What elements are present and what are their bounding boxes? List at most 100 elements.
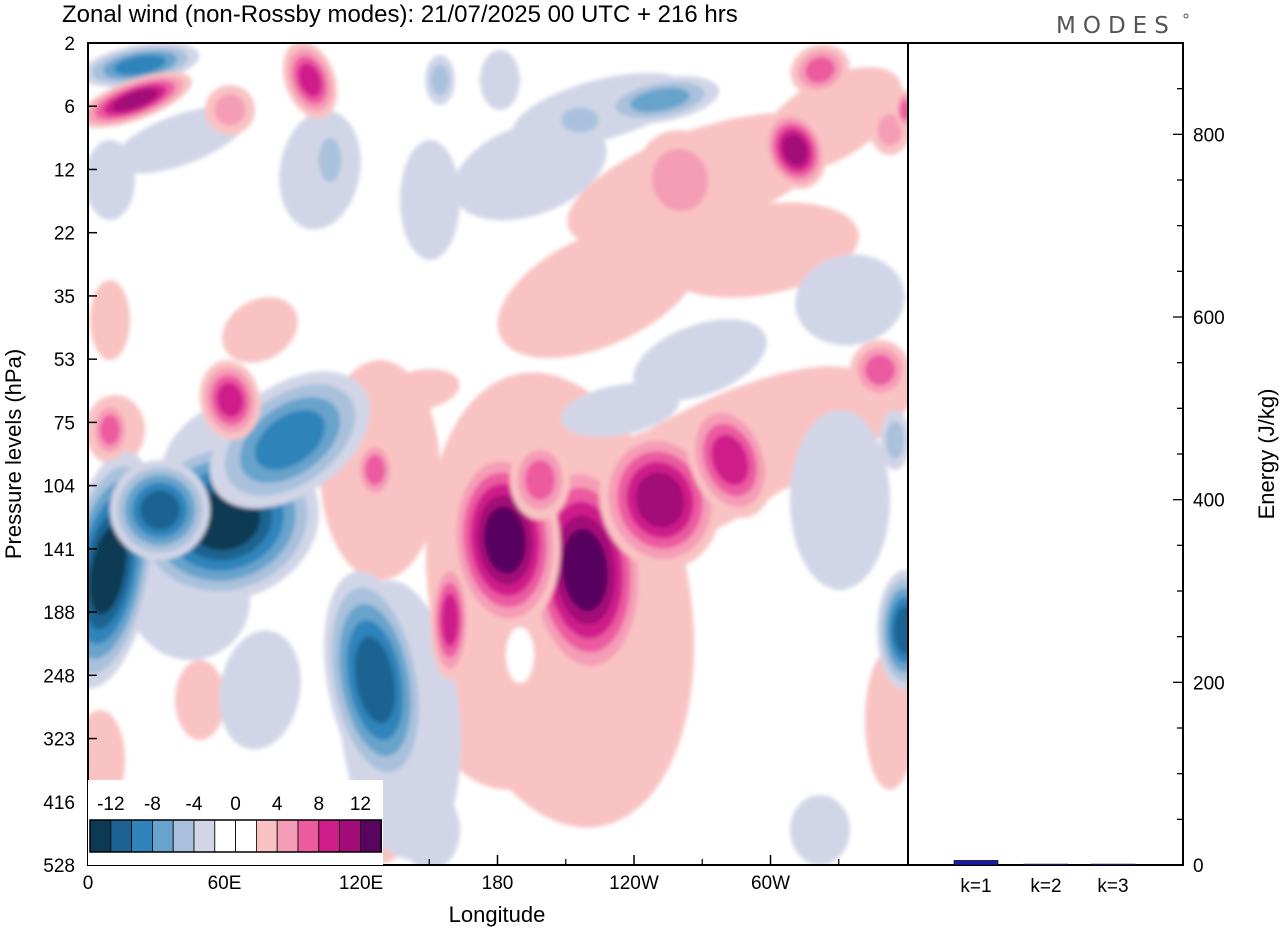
y-tick-label: 141 bbox=[43, 540, 75, 561]
x-axis: 0 60E 120E 180 120W 60W bbox=[83, 855, 840, 894]
contour-region bbox=[893, 606, 908, 654]
colorbar: -12 -8 -4 0 4 8 12 bbox=[88, 780, 383, 865]
contour-region bbox=[441, 593, 459, 647]
colorbar-cell bbox=[235, 819, 257, 853]
contour-region bbox=[219, 630, 301, 750]
colorbar-cell bbox=[110, 819, 133, 853]
heatmap-field bbox=[88, 43, 908, 865]
contour-region bbox=[318, 138, 342, 182]
x-tick-label: 0 bbox=[83, 873, 94, 894]
contour-region bbox=[400, 790, 460, 865]
contour-region bbox=[365, 455, 385, 485]
x-tick-label: 120W bbox=[609, 873, 659, 894]
energy-tick-label: 600 bbox=[1193, 308, 1225, 329]
contour-region bbox=[877, 114, 903, 146]
contour-region bbox=[630, 87, 690, 113]
contour-region bbox=[480, 50, 520, 110]
colorbar-label: -8 bbox=[144, 794, 161, 815]
colorbar-label: -4 bbox=[186, 794, 203, 815]
contour-region bbox=[140, 490, 180, 530]
colorbar-cell bbox=[151, 819, 174, 853]
contour-region bbox=[354, 636, 396, 724]
y-tick-label: 248 bbox=[43, 666, 75, 687]
contour-region bbox=[88, 140, 135, 220]
contour-region bbox=[114, 55, 166, 75]
y-tick-label: 104 bbox=[43, 477, 75, 498]
contour-region bbox=[254, 410, 326, 470]
colorbar-cell bbox=[297, 819, 320, 853]
energy-bar-label: k=3 bbox=[1097, 876, 1128, 897]
contour-region bbox=[865, 355, 895, 385]
energy-axis: 0 200 400 600 800 bbox=[1173, 42, 1225, 877]
contour-region bbox=[100, 415, 120, 445]
contour-region bbox=[430, 610, 590, 790]
contour-region bbox=[497, 221, 703, 359]
contour-region bbox=[790, 410, 890, 590]
contour-region bbox=[175, 660, 225, 740]
colorbar-label: 4 bbox=[272, 794, 283, 815]
chart-title: Zonal wind (non-Rossby modes): 21/07/202… bbox=[62, 1, 738, 28]
energy-bar bbox=[1090, 863, 1136, 866]
contour-region bbox=[400, 140, 460, 260]
y-tick-label: 53 bbox=[54, 350, 75, 371]
y-tick-label: 75 bbox=[54, 413, 75, 434]
contour-region bbox=[430, 64, 450, 96]
colorbar-cell bbox=[359, 819, 382, 853]
contour-region bbox=[484, 506, 526, 574]
contour-region bbox=[885, 421, 905, 459]
contour-region bbox=[380, 369, 460, 411]
energy-bar bbox=[953, 860, 999, 866]
x-tick-label: 120E bbox=[339, 873, 383, 894]
contour-region bbox=[222, 297, 298, 363]
colorbar-label: 12 bbox=[350, 794, 371, 815]
colorbar-cell bbox=[255, 819, 278, 853]
contour-region bbox=[214, 94, 246, 126]
colorbar-cell bbox=[339, 819, 361, 853]
contour-region bbox=[562, 528, 608, 612]
contour-region bbox=[216, 382, 244, 418]
energy-tick-label: 200 bbox=[1193, 673, 1225, 694]
energy-bar-label: k=1 bbox=[960, 876, 991, 897]
energy-tick-label: 0 bbox=[1193, 856, 1204, 877]
contour-region bbox=[651, 148, 709, 212]
contour-region bbox=[112, 88, 158, 112]
x-tick-label: 60W bbox=[751, 873, 790, 894]
colorbar-label: -12 bbox=[97, 794, 124, 815]
energy-bar-label: k=2 bbox=[1030, 876, 1061, 897]
colorbar-label: 0 bbox=[230, 794, 241, 815]
contour-region bbox=[560, 383, 680, 437]
energy-bars: k=1 k=2 k=3 bbox=[953, 860, 1136, 897]
colorbar-label: 8 bbox=[314, 794, 325, 815]
y-tick-label: 416 bbox=[43, 793, 75, 814]
colorbar-cell bbox=[193, 819, 216, 853]
colorbar-cell bbox=[276, 819, 299, 853]
colorbar-cell bbox=[214, 819, 237, 853]
colorbar-cell bbox=[89, 819, 112, 853]
colorbar-frame bbox=[89, 819, 382, 853]
contour-region bbox=[525, 460, 555, 500]
contour-region bbox=[900, 100, 908, 120]
contour-region bbox=[790, 795, 850, 865]
y-tick-label: 12 bbox=[54, 160, 75, 181]
energy-bar bbox=[1023, 863, 1069, 866]
y-tick-label: 2 bbox=[64, 34, 75, 55]
y-tick-label: 35 bbox=[54, 287, 75, 308]
contour-region bbox=[795, 254, 905, 346]
y-tick-label: 22 bbox=[54, 224, 75, 245]
contour-region bbox=[506, 627, 534, 683]
y-tick-label: 6 bbox=[64, 97, 75, 118]
x-tick-label: 180 bbox=[482, 873, 514, 894]
y-tick-label: 188 bbox=[43, 603, 75, 624]
modes-logo: MODES bbox=[1056, 13, 1176, 39]
colorbar-cell bbox=[131, 819, 153, 853]
x-axis-label: Longitude bbox=[449, 902, 546, 927]
energy-panel-frame bbox=[907, 42, 1184, 866]
energy-tick-label: 400 bbox=[1193, 491, 1225, 512]
y-axis-label: Pressure levels (hPa) bbox=[1, 349, 26, 559]
contour-region bbox=[635, 472, 685, 528]
logo-registered-mark bbox=[1183, 13, 1189, 19]
contour-region bbox=[561, 107, 599, 133]
contour-region bbox=[633, 319, 767, 401]
contour-region bbox=[89, 525, 127, 615]
colorbar-cell bbox=[318, 819, 340, 853]
